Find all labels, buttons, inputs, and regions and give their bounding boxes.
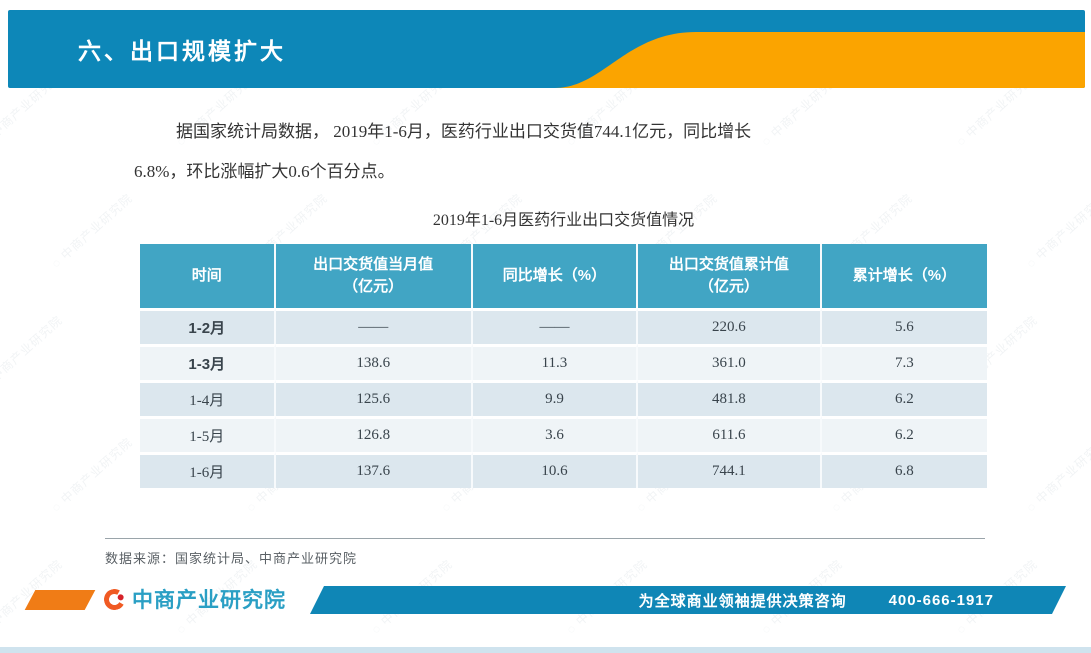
row-label: 1-6月 — [140, 452, 276, 488]
section-banner: 六、出口规模扩大 — [8, 10, 1085, 88]
slide-body: 据国家统计局数据， 2019年1-6月，医药行业出口交货值744.1亿元，同比增… — [0, 112, 1091, 567]
table-cell: 220.6 — [638, 308, 822, 344]
paragraph-line: 据国家统计局数据， 2019年1-6月，医药行业出口交货值744.1亿元，同比增… — [176, 122, 752, 141]
table-body: 1-2月 —— —— 220.6 5.6 1-3月 138.6 11.3 361.0 7.3 1-4… — [140, 308, 987, 488]
table-cell: 361.0 — [638, 344, 822, 380]
company-logo-text: 中商产业研究院 — [132, 589, 286, 612]
intro-paragraph: 据国家统计局数据， 2019年1-6月，医药行业出口交货值744.1亿元，同比增… — [134, 112, 983, 192]
table-row: 1-4月 125.6 9.9 481.8 6.2 — [140, 380, 987, 416]
row-label: 1-4月 — [140, 380, 276, 416]
table-row: 1-6月 137.6 10.6 744.1 6.8 — [140, 452, 987, 488]
divider-line — [105, 538, 985, 539]
table-cell: 126.8 — [275, 416, 473, 452]
company-logo: 中商产业研究院 — [101, 584, 286, 614]
table-cell: —— — [472, 308, 639, 344]
table-cell: 9.9 — [472, 380, 639, 416]
data-source-note: 数据来源：国家统计局、中商产业研究院 — [105, 551, 358, 566]
export-value-table: 时间 出口交货值当月值 （亿元） 同比增长（%） 出口交货值累计值 （亿元） 累计增长（… — [140, 244, 987, 488]
footer-contact-bar: 为全球商业领袖提供决策咨询 400-666-1917 — [310, 586, 1066, 614]
table-title: 2019年1-6月医药行业出口交货值情况 — [432, 212, 695, 229]
footer-orange-decoration — [24, 590, 96, 610]
table-row: 1-2月 —— —— 220.6 5.6 — [140, 308, 987, 344]
table-cell: 138.6 — [275, 344, 473, 380]
table-cell: 7.3 — [821, 344, 987, 380]
paragraph-line: 6.8%，环比涨幅扩大0.6个百分点。 — [134, 162, 395, 181]
column-header: 累计增长（%） — [821, 244, 987, 308]
footer-bar: 中商产业研究院 为全球商业领袖提供决策咨询 400-666-1917 — [0, 579, 1091, 621]
table-cell: 6.8 — [821, 452, 987, 488]
table-header-row: 时间 出口交货值当月值 （亿元） 同比增长（%） 出口交货值累计值 （亿元） 累计增长（… — [140, 244, 987, 308]
bottom-edge-strip — [0, 647, 1091, 653]
row-label: 1-3月 — [140, 344, 276, 380]
column-header: 出口交货值累计值 （亿元） — [638, 244, 822, 308]
table-cell: 6.2 — [821, 416, 987, 452]
column-header: 同比增长（%） — [472, 244, 639, 308]
table-row: 1-5月 126.8 3.6 611.6 6.2 — [140, 416, 987, 452]
table-row: 1-3月 138.6 11.3 361.0 7.3 — [140, 344, 987, 380]
table-cell: 10.6 — [472, 452, 639, 488]
table-cell: 744.1 — [638, 452, 822, 488]
table-cell: —— — [275, 308, 473, 344]
table-cell: 137.6 — [275, 452, 473, 488]
footer-phone-number: 400-666-1917 — [888, 591, 994, 609]
table-cell: 125.6 — [275, 380, 473, 416]
table-cell: 5.6 — [821, 308, 987, 344]
row-label: 1-5月 — [140, 416, 276, 452]
footer-slogan: 为全球商业领袖提供决策咨询 — [638, 592, 847, 610]
section-title: 六、出口规模扩大 — [78, 38, 286, 64]
table-cell: 11.3 — [472, 344, 639, 380]
table-cell: 481.8 — [638, 380, 822, 416]
column-header: 时间 — [140, 244, 276, 308]
table-cell: 611.6 — [638, 416, 822, 452]
row-label: 1-2月 — [140, 308, 276, 344]
column-header: 出口交货值当月值 （亿元） — [275, 244, 473, 308]
table-cell: 6.2 — [821, 380, 987, 416]
banner-swoosh-decoration — [555, 32, 1085, 88]
table-section: 2019年1-6月医药行业出口交货值情况 时间 出口交货值当月值 （亿元） 同比增长… — [140, 206, 987, 488]
company-logo-icon — [101, 586, 128, 612]
table-cell: 3.6 — [472, 416, 639, 452]
